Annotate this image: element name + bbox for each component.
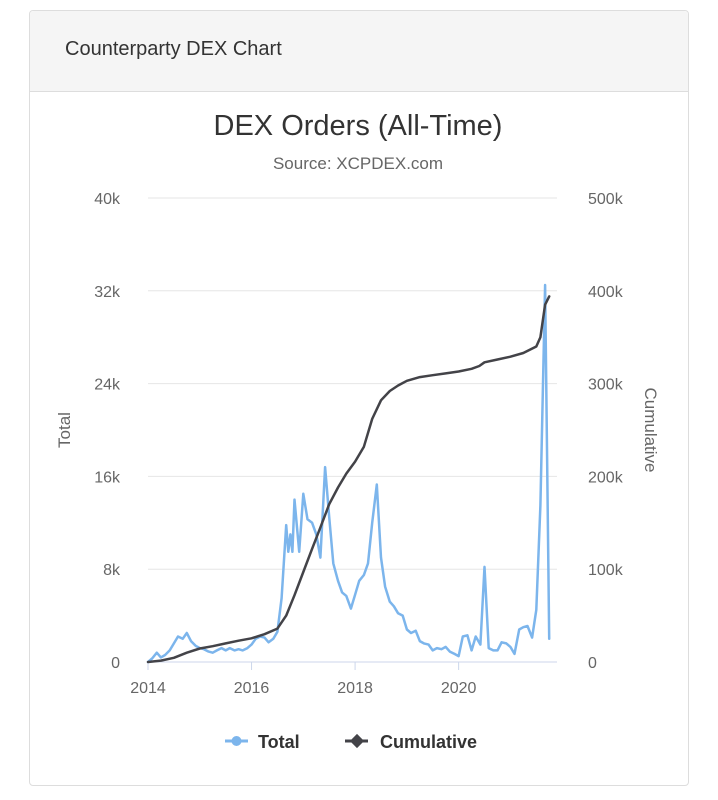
x-tick-label: 2014 [130, 680, 166, 697]
left-axis-title: Total [55, 412, 74, 448]
left-tick-label: 16k [94, 469, 121, 486]
x-tick-label: 2016 [234, 680, 270, 697]
right-axis-title: Cumulative [641, 387, 660, 472]
left-tick-label: 40k [94, 191, 121, 208]
left-tick-label: 32k [94, 284, 121, 301]
chart-subtitle: Source: XCPDEX.com [273, 154, 443, 173]
right-tick-label: 0 [588, 655, 597, 672]
total-series-line [146, 283, 551, 664]
right-tick-label: 200k [588, 469, 624, 486]
legend-cumulative-label: Cumulative [380, 732, 477, 752]
left-tick-label: 8k [103, 562, 121, 579]
left-tick-label: 24k [94, 377, 121, 394]
panel-heading: Counterparty DEX Chart [30, 11, 688, 92]
right-axis-ticks: 0 100k 200k 300k 400k 500k [588, 191, 624, 672]
legend-item-total[interactable]: Total [225, 732, 300, 752]
right-tick-label: 400k [588, 284, 624, 301]
x-tick-label: 2020 [441, 680, 477, 697]
cumulative-series-line [146, 295, 551, 664]
panel-title: Counterparty DEX Chart [65, 38, 282, 60]
legend-total-marker [231, 736, 242, 746]
x-axis-ticks: 2014 2016 2018 2020 [130, 662, 477, 697]
chart-panel: Counterparty DEX Chart [29, 10, 689, 786]
legend-total-label: Total [258, 732, 300, 752]
gridlines [148, 197, 557, 663]
legend-cumulative-marker [349, 733, 365, 749]
left-axis-ticks: 0 8k 16k 24k 32k 40k [94, 191, 121, 672]
legend-item-cumulative[interactable]: Cumulative [345, 732, 477, 752]
left-tick-label: 0 [111, 655, 120, 672]
series-group [146, 283, 551, 664]
right-tick-label: 300k [588, 377, 624, 394]
right-tick-label: 100k [588, 562, 624, 579]
legend[interactable]: Total Cumulative [225, 732, 477, 752]
right-tick-label: 500k [588, 191, 624, 208]
x-tick-label: 2018 [337, 680, 373, 697]
chart-title: DEX Orders (All-Time) [214, 110, 503, 142]
